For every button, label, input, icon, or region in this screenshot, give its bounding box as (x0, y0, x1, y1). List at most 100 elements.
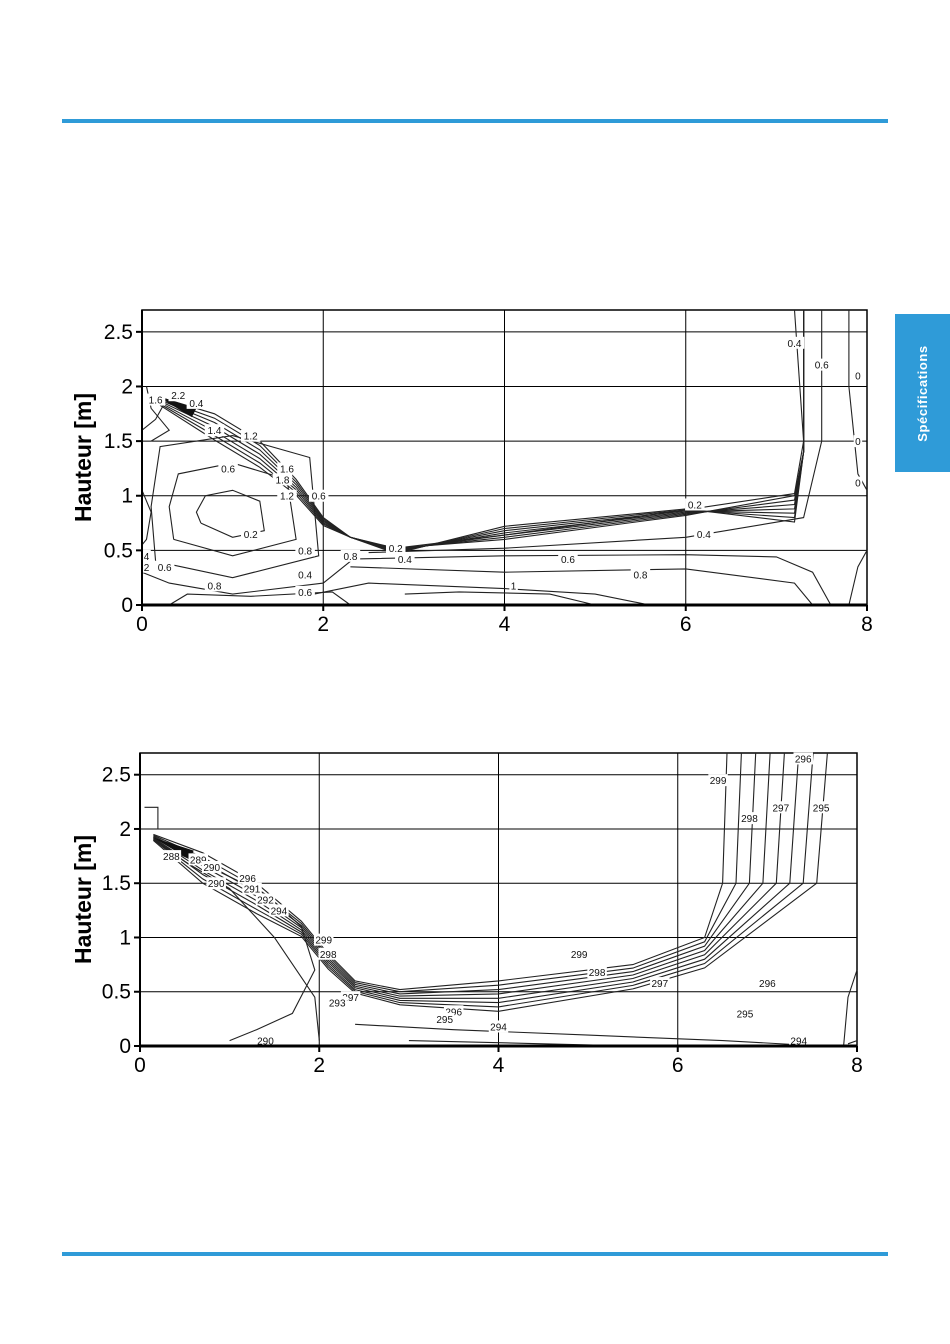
x-tick-label: 4 (499, 613, 511, 636)
contour-label: 0.6 (815, 361, 829, 372)
top-rule (62, 119, 888, 123)
contour-label: 0.8 (298, 546, 312, 557)
contour-label-bg (708, 774, 728, 787)
contour-label: 299 (571, 950, 588, 961)
contour-label-bg (735, 1007, 755, 1020)
contour-label-bg (386, 542, 406, 555)
contour-label-bg (142, 549, 151, 562)
contour-label: 294 (271, 906, 288, 917)
contour-label: 0.2 (244, 530, 258, 541)
y-tick-label: 0 (119, 1035, 131, 1058)
y-tick-label: 1.5 (102, 872, 131, 895)
contour-label: 298 (320, 950, 337, 961)
contour-label: 288 (163, 852, 180, 863)
contour-line (153, 752, 785, 999)
contour-label: 294 (790, 1037, 807, 1048)
contour-label-bg (327, 996, 347, 1009)
contour-label-bg (558, 553, 578, 566)
contour-label: 0.8 (633, 570, 647, 581)
contour-label-bg (186, 396, 207, 409)
contour-label: 294 (490, 1022, 507, 1033)
contour-label-bg (771, 801, 791, 814)
contour-label-bg (509, 579, 518, 592)
contour-label: 0 (855, 479, 861, 490)
contour-label: 0 (855, 372, 861, 383)
contour-label-bg (630, 568, 651, 581)
contour-label: 299 (315, 936, 332, 947)
contour-line (848, 550, 868, 606)
contour-label-bg (853, 476, 863, 489)
contour-label: 0.6 (298, 588, 312, 599)
contour-label-bg (145, 393, 166, 406)
contour-label: 292 (257, 896, 274, 907)
contour-label: 0.4 (697, 530, 711, 541)
contour-line (159, 310, 805, 554)
contour-label: 1 (511, 581, 517, 592)
contour-label: 297 (342, 993, 359, 1004)
velocity-contour-chart: 1.6 2.20.41.4 1.21.61.81.20.60.60.20.8 0.80… (70, 309, 873, 636)
x-tick-label: 4 (493, 1054, 505, 1077)
contour-label-bg (757, 977, 778, 990)
contour-line (843, 969, 858, 1047)
contour-label-bg (295, 585, 315, 598)
contour-label-bg (204, 579, 225, 592)
contour-label-bg (218, 462, 238, 475)
x-tick-label: 6 (672, 1054, 684, 1077)
contour-label-bg (395, 553, 415, 566)
section-tab[interactable]: Spécifications (895, 314, 950, 472)
contour-label-bg (587, 966, 607, 979)
contour-label: 290 (203, 863, 220, 874)
contour-label-bg (308, 489, 329, 502)
contour-label-bg (318, 947, 338, 960)
contour-label-bg (206, 877, 226, 890)
y-tick-label: 0.5 (102, 981, 131, 1004)
contour-line (404, 591, 596, 606)
contour-label: 298 (589, 968, 606, 979)
contour-label: 296 (445, 1007, 462, 1018)
contour-line (153, 752, 800, 1004)
contour-label: 4 (144, 552, 150, 563)
contour-label: 298 (741, 814, 758, 825)
contour-label-bg (488, 1020, 509, 1033)
contour-line (368, 310, 823, 554)
contour-line (153, 752, 814, 1008)
contour-label-bg (793, 752, 813, 765)
y-tick-label: 0.5 (104, 539, 133, 562)
contour-label: 0.6 (312, 492, 326, 503)
contour-label-bg (204, 424, 225, 437)
contour-label-bg (784, 336, 805, 349)
contour-label-bg (434, 1012, 455, 1025)
contour-line (150, 435, 320, 579)
contour-label-bg (853, 369, 863, 382)
contour-label-bg (853, 435, 863, 448)
y-axis-title: Hauteur [m] (70, 835, 96, 964)
contour-label: 0 (855, 437, 861, 448)
y-tick-label: 2 (121, 375, 133, 398)
contour-label: 2.2 (171, 391, 185, 402)
contour-label: 293 (329, 999, 346, 1010)
contour-label: 1.2 (280, 492, 294, 503)
contour-label-bg (811, 358, 832, 371)
contour-label: 0.8 (343, 552, 357, 563)
contour-label: 296 (759, 979, 776, 990)
contour-label-bg (242, 882, 262, 895)
contour-label-bg (295, 568, 315, 581)
contour-label: 295 (737, 1009, 754, 1020)
y-tick-label: 2.5 (102, 764, 131, 787)
jet-inlet-mark (153, 837, 194, 860)
contour-label-bg (272, 473, 293, 486)
contour-line (350, 566, 814, 606)
contour-line (168, 462, 297, 557)
contour-label: 291 (244, 885, 261, 896)
contour-label: 296 (239, 874, 256, 885)
contour-label-bg (142, 560, 151, 573)
contour-label: 0.4 (189, 399, 203, 410)
contour-label: 1.6 (280, 464, 294, 475)
contour-label: 299 (710, 776, 727, 787)
contour-label-bg (277, 489, 297, 502)
bottom-rule (62, 1252, 888, 1256)
contour-label-bg (340, 549, 361, 562)
contour-label: 0.4 (298, 570, 312, 581)
contour-line (350, 554, 832, 606)
